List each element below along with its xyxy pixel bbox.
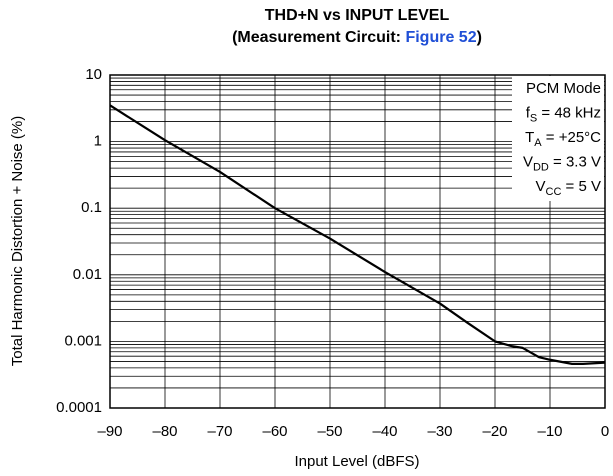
y-tick-label: 0.01 — [73, 266, 102, 283]
data-line — [109, 104, 606, 365]
annotation: VCC = 5 V — [535, 178, 601, 198]
y-tick-label: 0.1 — [81, 199, 102, 216]
annotation-text: V — [523, 153, 533, 170]
x-tick-label: 0 — [601, 423, 609, 440]
x-tick-label: –20 — [482, 423, 507, 440]
x-tick-label: –40 — [372, 423, 397, 440]
annotation-text: = 5 V — [561, 178, 601, 195]
annotation-text: PCM Mode — [526, 80, 601, 97]
y-tick-label: 10 — [85, 66, 102, 83]
x-tick-label: –50 — [317, 423, 342, 440]
annotation-sub: DD — [533, 161, 549, 173]
x-tick-label: –30 — [427, 423, 452, 440]
chart-subtitle: (Measurement Circuit: Figure 52) — [232, 29, 482, 46]
plot-frame — [109, 74, 606, 409]
annotation-text: V — [535, 178, 545, 195]
annotation-text: = 3.3 V — [549, 153, 601, 170]
figure-link[interactable]: Figure 52 — [405, 29, 476, 46]
y-tick-label: 0.0001 — [56, 399, 102, 416]
annotation-text: = +25°C — [542, 129, 602, 146]
y-tick-label: 0.001 — [64, 332, 102, 349]
annotation-sub: CC — [546, 186, 562, 198]
annotation-sub: A — [534, 137, 542, 149]
x-tick-label: –60 — [262, 423, 287, 440]
x-tick-label: –80 — [152, 423, 177, 440]
annotation-text: = 48 kHz — [537, 104, 601, 121]
y-axis-label: Total Harmonic Distortion + Noise (%) — [9, 116, 26, 367]
annotation: VDD = 3.3 V — [523, 153, 601, 173]
subtitle-text: (Measurement Circuit: — [232, 29, 405, 46]
annotation-text: T — [525, 129, 534, 146]
chart-title: THD+N vs INPUT LEVEL — [265, 7, 450, 24]
annotation: PCM Mode — [526, 80, 601, 97]
x-tick-label: –10 — [537, 423, 562, 440]
x-axis-label: Input Level (dBFS) — [294, 453, 419, 470]
annotation: TA = +25°C — [525, 129, 601, 149]
x-tick-label: –90 — [97, 423, 122, 440]
annotation-sub: S — [530, 112, 537, 124]
annotation-box — [512, 76, 604, 201]
annotation-text: f — [526, 104, 531, 121]
x-tick-label: –70 — [207, 423, 232, 440]
annotation: fS = 48 kHz — [526, 104, 601, 124]
y-tick-label: 1 — [94, 133, 102, 150]
subtitle-text: ) — [477, 29, 482, 46]
